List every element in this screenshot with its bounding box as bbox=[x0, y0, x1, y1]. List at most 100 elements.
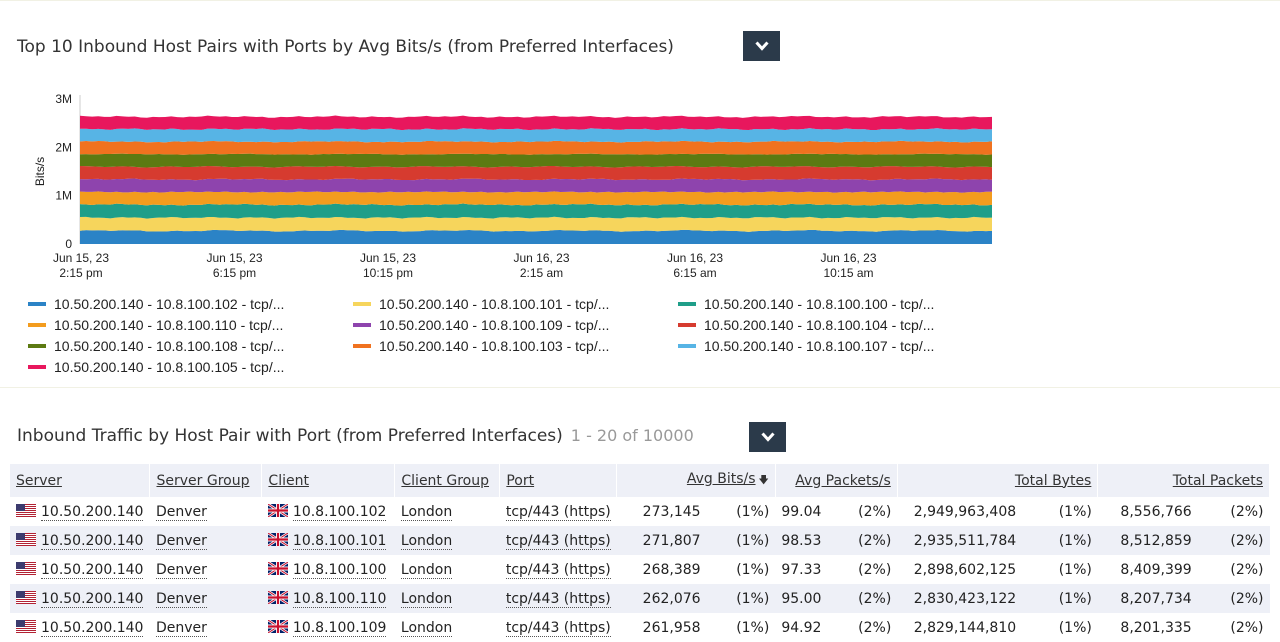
table-row: 10.50.200.140 Denver 10.8.100.101 London tcp… bbox=[10, 526, 1270, 555]
client-cell[interactable]: 10.8.100.101 bbox=[261, 526, 395, 555]
legend-label: 10.50.200.140 - 10.8.100.110 - tcp/... bbox=[54, 317, 284, 333]
legend-item[interactable]: 10.50.200.140 - 10.8.100.105 - tcp/... bbox=[28, 357, 284, 377]
area-series[interactable] bbox=[80, 165, 992, 181]
y-tick-label: 0 bbox=[65, 237, 72, 251]
server-group[interactable]: Denver bbox=[155, 590, 207, 608]
uk-flag-icon bbox=[267, 503, 288, 517]
legend-item[interactable]: 10.50.200.140 - 10.8.100.103 - tcp/... bbox=[353, 336, 609, 356]
client-group[interactable]: London bbox=[400, 503, 453, 521]
server-cell[interactable]: 10.50.200.140 bbox=[10, 584, 150, 613]
legend-swatch bbox=[678, 323, 696, 327]
client-group-cell[interactable]: London bbox=[395, 613, 500, 642]
total-bytes-value: 2,898,602,125 bbox=[913, 561, 1017, 578]
client-ip[interactable]: 10.8.100.100 bbox=[292, 561, 387, 579]
area-series[interactable] bbox=[80, 229, 992, 244]
client-ip[interactable]: 10.8.100.110 bbox=[292, 590, 387, 608]
port[interactable]: tcp/443 (https) bbox=[505, 532, 611, 550]
legend-item[interactable]: 10.50.200.140 - 10.8.100.104 - tcp/... bbox=[678, 315, 934, 335]
client-cell[interactable]: 10.8.100.110 bbox=[261, 584, 395, 613]
server-ip[interactable]: 10.50.200.140 bbox=[41, 590, 144, 608]
client-ip[interactable]: 10.8.100.109 bbox=[292, 619, 387, 637]
legend-item[interactable]: 10.50.200.140 - 10.8.100.110 - tcp/... bbox=[28, 315, 283, 335]
us-flag-icon bbox=[16, 590, 36, 604]
server-group[interactable]: Denver bbox=[155, 532, 207, 550]
legend-item[interactable]: 10.50.200.140 - 10.8.100.109 - tcp/... bbox=[353, 315, 609, 335]
legend-item[interactable]: 10.50.200.140 - 10.8.100.100 - tcp/... bbox=[678, 294, 934, 314]
port[interactable]: tcp/443 (https) bbox=[505, 503, 611, 521]
column-header-total-packets[interactable]: Total Packets bbox=[1097, 464, 1270, 497]
area-series[interactable] bbox=[80, 153, 992, 168]
server-group-cell[interactable]: Denver bbox=[150, 497, 262, 526]
server-ip[interactable]: 10.50.200.140 bbox=[41, 532, 144, 550]
legend-item[interactable]: 10.50.200.140 - 10.8.100.108 - tcp/... bbox=[28, 336, 284, 356]
column-header-total-bytes[interactable]: Total Bytes bbox=[897, 464, 1099, 497]
table-row: 10.50.200.140 Denver 10.8.100.100 London tcp… bbox=[10, 555, 1270, 584]
legend-item[interactable]: 10.50.200.140 - 10.8.100.101 - tcp/... bbox=[353, 294, 609, 314]
x-tick-date: Jun 15, 23 bbox=[53, 251, 109, 265]
avg-packets-percent: (2%) bbox=[827, 526, 898, 555]
legend-item[interactable]: 10.50.200.140 - 10.8.100.102 - tcp/... bbox=[28, 294, 284, 314]
client-group-cell[interactable]: London bbox=[394, 526, 500, 555]
port-cell[interactable]: tcp/443 (https) bbox=[500, 497, 617, 526]
port[interactable]: tcp/443 (https) bbox=[505, 619, 611, 637]
client-group[interactable]: London bbox=[400, 561, 453, 579]
table-panel-menu-button[interactable] bbox=[749, 422, 786, 452]
area-series[interactable] bbox=[80, 140, 992, 155]
x-tick-date: Jun 15, 23 bbox=[206, 251, 262, 265]
column-header-avg-bits[interactable]: Avg Bits/s 🡇 bbox=[616, 464, 776, 497]
client-cell[interactable]: 10.8.100.100 bbox=[262, 555, 395, 584]
column-header-avg-packets[interactable]: Avg Packets/s bbox=[775, 464, 898, 497]
area-series[interactable] bbox=[80, 203, 992, 219]
x-tick-date: Jun 16, 23 bbox=[667, 251, 723, 265]
chart-panel-menu-button[interactable] bbox=[743, 31, 780, 61]
column-header-port[interactable]: Port bbox=[499, 464, 618, 497]
client-group[interactable]: London bbox=[400, 532, 453, 550]
client-group-cell[interactable]: London bbox=[395, 497, 500, 526]
port-cell[interactable]: tcp/443 (https) bbox=[499, 526, 617, 555]
server-group-cell[interactable]: Denver bbox=[150, 555, 262, 584]
legend-swatch bbox=[353, 323, 371, 327]
server-ip[interactable]: 10.50.200.140 bbox=[41, 503, 144, 521]
column-header-server-group[interactable]: Server Group bbox=[149, 464, 263, 497]
server-group[interactable]: Denver bbox=[155, 619, 207, 637]
server-ip[interactable]: 10.50.200.140 bbox=[41, 619, 144, 637]
server-cell[interactable]: 10.50.200.140 bbox=[10, 555, 150, 584]
column-header-client[interactable]: Client bbox=[261, 464, 396, 497]
server-group-cell[interactable]: Denver bbox=[149, 584, 262, 613]
server-group[interactable]: Denver bbox=[155, 561, 207, 579]
column-header-client-group[interactable]: Client Group bbox=[394, 464, 501, 497]
client-group-cell[interactable]: London bbox=[394, 584, 500, 613]
port-cell[interactable]: tcp/443 (https) bbox=[499, 584, 617, 613]
area-series[interactable] bbox=[80, 178, 992, 193]
server-group-cell[interactable]: Denver bbox=[150, 613, 262, 642]
area-series[interactable] bbox=[80, 128, 992, 143]
client-ip[interactable]: 10.8.100.102 bbox=[292, 503, 387, 521]
legend-item[interactable]: 10.50.200.140 - 10.8.100.107 - tcp/... bbox=[678, 336, 934, 356]
avg-packets-percent: (2%) bbox=[827, 584, 898, 613]
client-cell[interactable]: 10.8.100.102 bbox=[262, 497, 395, 526]
client-ip[interactable]: 10.8.100.101 bbox=[292, 532, 387, 550]
column-header-server[interactable]: Server bbox=[10, 464, 151, 497]
server-cell[interactable]: 10.50.200.140 bbox=[10, 526, 150, 555]
client-cell[interactable]: 10.8.100.109 bbox=[262, 613, 395, 642]
area-series[interactable] bbox=[80, 216, 992, 232]
avg-packets-value: 97.33 bbox=[781, 561, 822, 578]
client-group[interactable]: London bbox=[400, 619, 453, 637]
server-ip[interactable]: 10.50.200.140 bbox=[41, 561, 144, 579]
port-cell[interactable]: tcp/443 (https) bbox=[500, 555, 617, 584]
client-group-cell[interactable]: London bbox=[395, 555, 500, 584]
server-cell[interactable]: 10.50.200.140 bbox=[10, 613, 150, 642]
port-cell[interactable]: tcp/443 (https) bbox=[500, 613, 617, 642]
server-group[interactable]: Denver bbox=[155, 503, 207, 521]
avg-packets-value: 94.92 bbox=[781, 619, 822, 636]
area-series[interactable] bbox=[80, 191, 992, 206]
client-group[interactable]: London bbox=[400, 590, 453, 608]
area-series[interactable] bbox=[80, 115, 992, 131]
port[interactable]: tcp/443 (https) bbox=[505, 561, 611, 579]
server-group-cell[interactable]: Denver bbox=[149, 526, 262, 555]
y-tick-label: 3M bbox=[55, 92, 72, 106]
legend-label: 10.50.200.140 - 10.8.100.107 - tcp/... bbox=[704, 338, 935, 354]
port[interactable]: tcp/443 (https) bbox=[505, 590, 611, 608]
server-cell[interactable]: 10.50.200.140 bbox=[10, 497, 150, 526]
legend-swatch bbox=[678, 302, 696, 306]
